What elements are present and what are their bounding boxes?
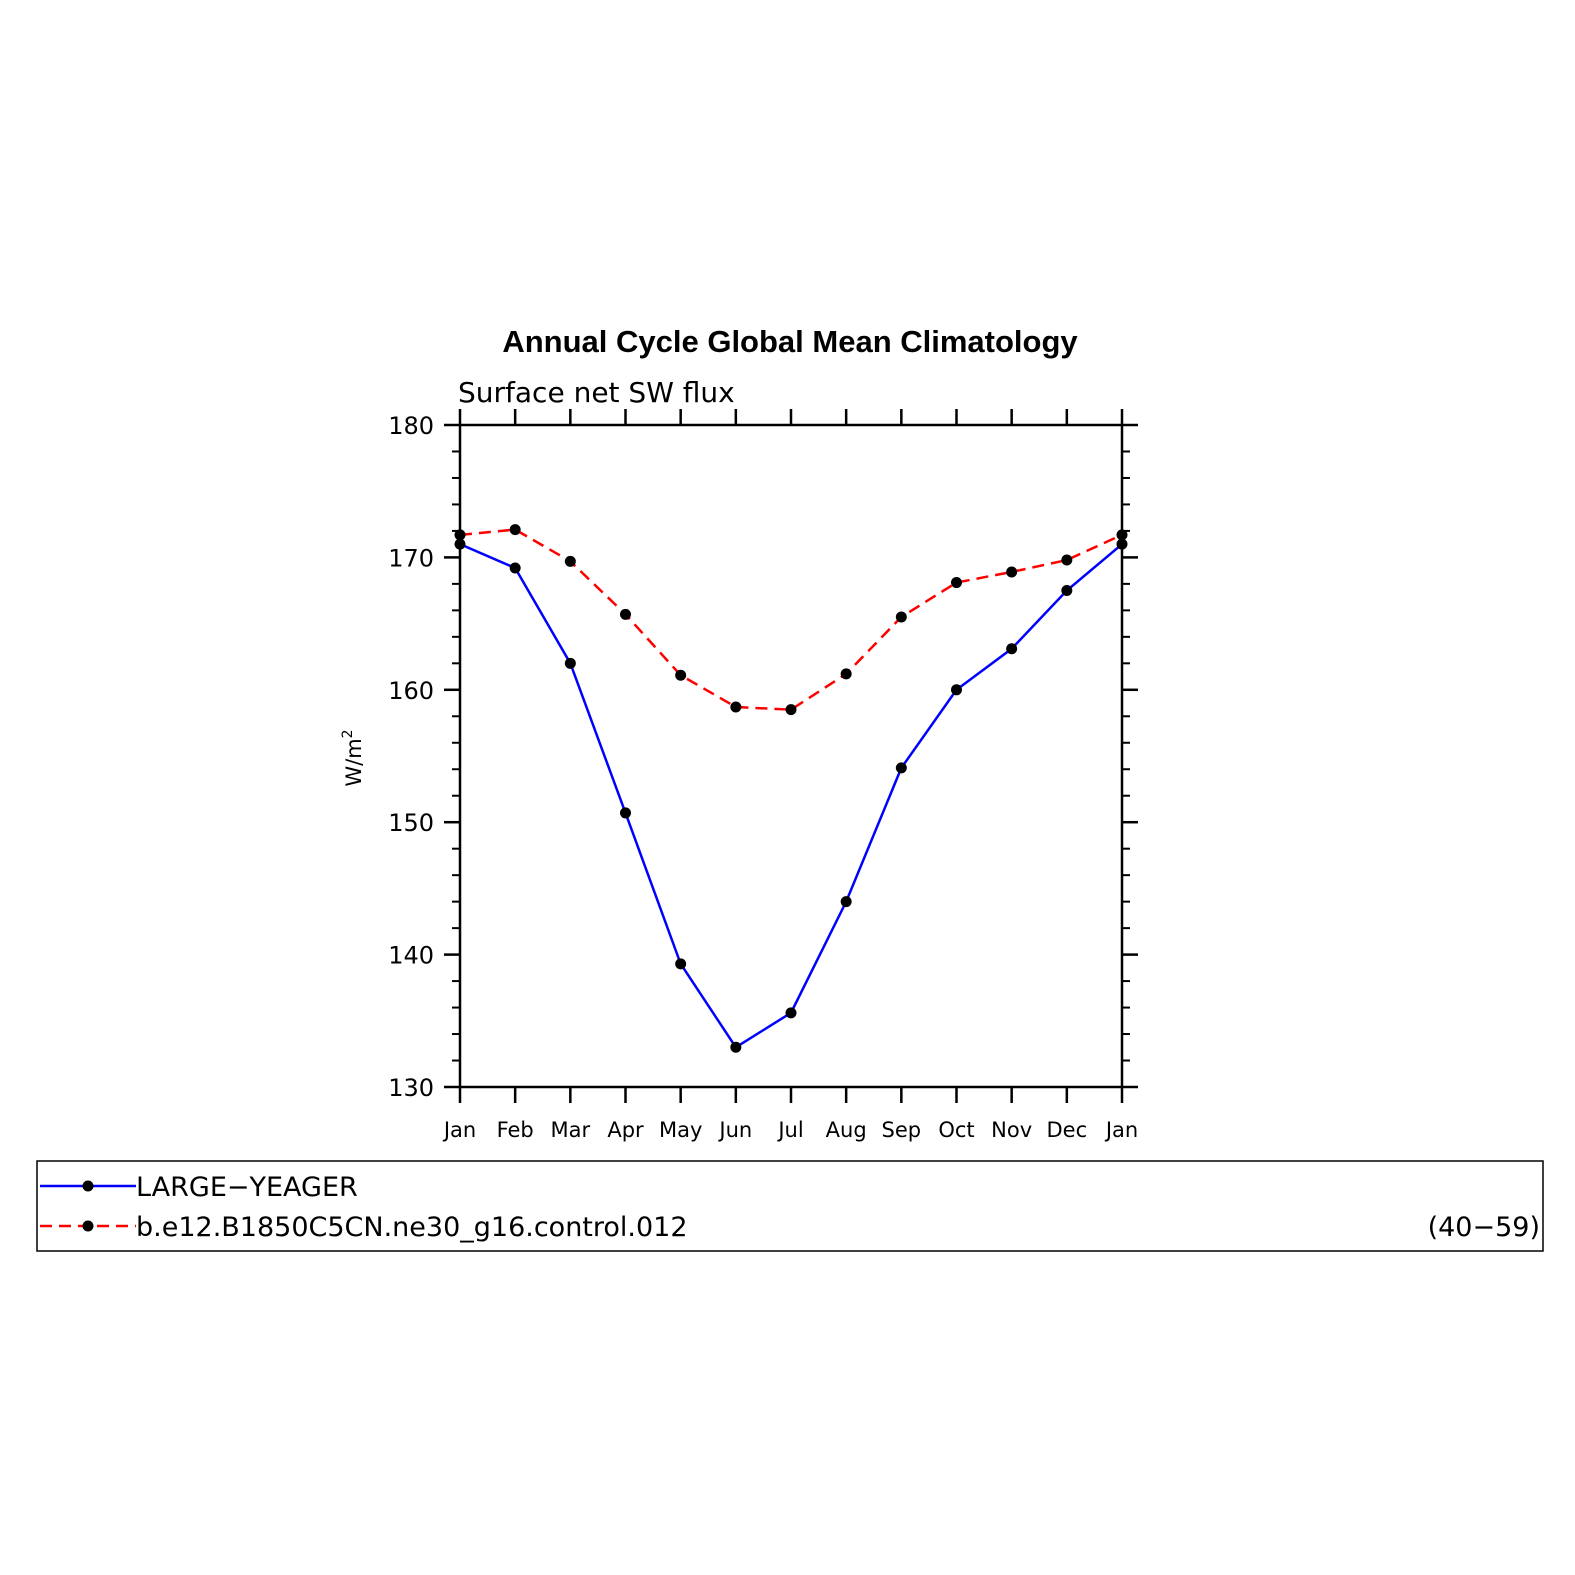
series-0-point	[509, 562, 521, 574]
y-tick-label: 130	[388, 1074, 434, 1102]
x-tick-label: Oct	[938, 1118, 974, 1142]
x-tick-label: Jul	[776, 1118, 803, 1142]
x-tick-label: Jan	[442, 1118, 476, 1142]
x-tick-label: Mar	[551, 1118, 591, 1142]
axis-ticks	[444, 409, 1138, 1103]
series-1-point	[454, 529, 466, 541]
legend-marker-large-yeager	[82, 1180, 94, 1192]
y-tick-label: 140	[388, 942, 434, 970]
x-tick-label: Feb	[497, 1118, 534, 1142]
series-0-point	[1061, 585, 1073, 596]
series-0-point	[730, 1041, 742, 1053]
series-0-point	[951, 684, 962, 696]
series-1-point	[951, 577, 962, 589]
y-tick-label: 170	[388, 544, 434, 572]
series-0-point	[564, 657, 576, 669]
series-group	[454, 524, 1128, 1053]
series-0-point	[675, 958, 687, 970]
y-axis-label-text: W/m	[342, 738, 366, 786]
x-tick-label: Dec	[1047, 1118, 1088, 1142]
x-tick-label: Jun	[717, 1118, 752, 1142]
y-axis-label: W/m2	[340, 729, 366, 786]
x-tick-labels: Jan Feb Mar Apr May Jun Jul Aug Sep Oct Nov Dec Jan	[442, 1118, 1138, 1142]
legend-label-large-yeager: LARGE−YEAGER	[136, 1172, 358, 1203]
legend: LARGE−YEAGER b.e12.B1850C5CN.ne30_g16.co…	[36, 1160, 1544, 1252]
series-0-point	[620, 807, 631, 819]
x-tick-label: May	[659, 1118, 702, 1142]
series-0-point	[1006, 643, 1018, 655]
series-1-point	[895, 611, 907, 623]
legend-label-control: b.e12.B1850C5CN.ne30_g16.control.012	[136, 1212, 688, 1243]
y-tick-labels: 130 140 150 160 170 180	[388, 412, 434, 1102]
series-0-point	[895, 762, 907, 774]
chart-subtitle: Surface net SW flux	[458, 376, 735, 409]
y-tick-label: 180	[388, 412, 434, 440]
series-1-point	[509, 524, 521, 536]
series-0-point	[454, 538, 466, 550]
x-tick-label: Sep	[882, 1118, 922, 1142]
series-line-0	[459, 543, 1123, 1049]
x-tick-label: Nov	[991, 1118, 1032, 1142]
series-1-point	[620, 608, 631, 620]
plot-frame	[458, 423, 1124, 1089]
series-1-point	[1116, 529, 1128, 541]
series-1-point	[840, 668, 852, 680]
series-0-point	[840, 896, 852, 908]
series-1-point	[675, 669, 687, 681]
y-tick-label: 160	[388, 677, 434, 705]
x-tick-label: Jan	[1104, 1118, 1138, 1142]
series-0-point	[785, 1007, 797, 1019]
series-0-point	[1116, 538, 1128, 550]
series-1-point	[785, 704, 797, 716]
series-1-point	[1006, 566, 1018, 578]
series-1-point	[730, 701, 742, 713]
y-axis-label-superscript: 2	[340, 729, 356, 738]
y-tick-label: 150	[388, 809, 434, 837]
series-line-1	[459, 528, 1123, 711]
legend-note: (40−59)	[1428, 1212, 1540, 1243]
series-1-point	[1061, 554, 1073, 566]
legend-box	[36, 1160, 1544, 1252]
series-1-point	[564, 555, 576, 567]
x-tick-label: Aug	[826, 1118, 867, 1142]
legend-marker-control	[82, 1220, 94, 1232]
chart-title: Annual Cycle Global Mean Climatology	[502, 324, 1078, 359]
svg-text:W/m2: W/m2	[340, 729, 366, 786]
x-tick-label: Apr	[607, 1118, 644, 1142]
